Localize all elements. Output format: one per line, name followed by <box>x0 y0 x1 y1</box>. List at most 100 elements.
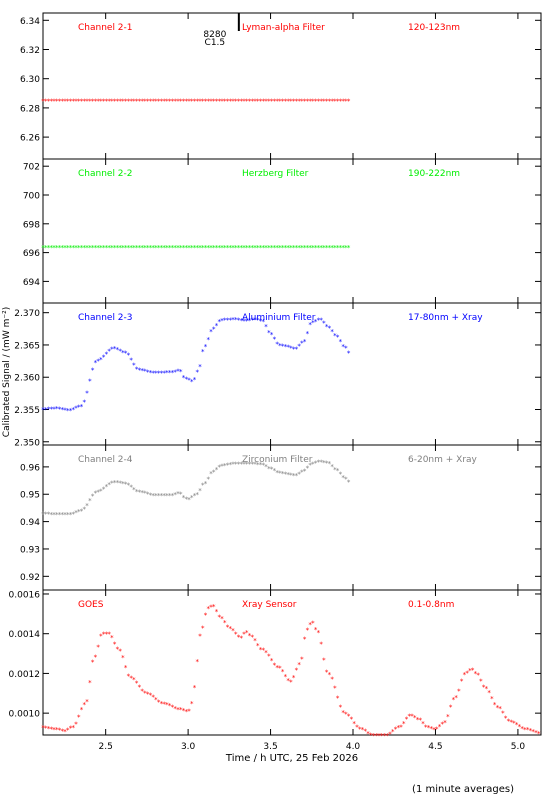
data-point: * <box>132 486 136 494</box>
data-point: * <box>182 494 186 502</box>
data-point: * <box>52 511 56 519</box>
data-point: * <box>83 98 87 106</box>
data-point: * <box>347 244 351 252</box>
data-point: * <box>333 466 337 474</box>
data-point: * <box>63 244 67 252</box>
data-point: * <box>377 732 381 740</box>
data-point: * <box>173 244 177 252</box>
data-point: * <box>275 469 279 477</box>
data-point: * <box>206 605 210 613</box>
data-point: * <box>281 470 285 478</box>
band-label: 120-123nm <box>408 23 460 33</box>
data-point: * <box>242 317 246 325</box>
data-point: * <box>195 368 199 376</box>
data-point: * <box>165 244 169 252</box>
data-point: * <box>149 691 153 699</box>
channel-label: Channel 2-3 <box>78 313 133 323</box>
data-point: * <box>66 407 70 415</box>
data-point: * <box>121 480 125 488</box>
data-point: * <box>237 317 241 325</box>
data-point: * <box>385 732 389 740</box>
y-tick-label: 2.350 <box>14 438 40 448</box>
data-point: * <box>405 716 409 724</box>
data-point: * <box>325 323 329 331</box>
y-tick-label: 0.0010 <box>9 710 41 720</box>
data-point: * <box>231 316 235 324</box>
data-point: * <box>215 608 219 616</box>
data-point: * <box>165 369 169 377</box>
y-tick-label: 2.365 <box>14 341 40 351</box>
data-point: * <box>435 726 439 734</box>
y-tick-label: 0.93 <box>20 545 40 555</box>
data-point: * <box>509 718 513 726</box>
data-point: * <box>212 244 216 252</box>
data-point: * <box>344 710 348 718</box>
data-point: * <box>319 98 323 106</box>
data-point: * <box>127 481 131 489</box>
data-point: * <box>330 328 334 336</box>
data-point: * <box>160 98 164 106</box>
data-point: * <box>157 698 161 706</box>
data-point: * <box>322 459 326 467</box>
data-point: * <box>253 316 257 324</box>
flare-class: C1.5 <box>205 38 226 48</box>
data-point: * <box>91 492 95 500</box>
data-point: * <box>47 511 51 519</box>
y-tick-label: 6.34 <box>20 17 40 27</box>
data-point: * <box>273 244 277 252</box>
data-point: * <box>259 646 263 654</box>
data-points: ****************************************… <box>41 603 541 740</box>
data-point: * <box>226 316 230 324</box>
data-point: * <box>253 637 257 645</box>
data-point: * <box>322 98 326 106</box>
data-point: * <box>154 98 158 106</box>
data-point: * <box>193 376 197 384</box>
data-point: * <box>88 98 92 106</box>
data-point: * <box>61 511 65 519</box>
data-point: * <box>248 461 252 469</box>
data-point: * <box>314 244 318 252</box>
data-point: * <box>105 483 109 491</box>
data-point: * <box>485 685 489 693</box>
data-point: * <box>234 631 238 639</box>
data-point: * <box>182 374 186 382</box>
data-point: * <box>242 98 246 106</box>
data-point: * <box>328 324 332 332</box>
data-point: * <box>63 511 67 519</box>
data-point: * <box>151 370 155 378</box>
data-point: * <box>242 244 246 252</box>
y-tick-label: 0.96 <box>20 463 40 473</box>
data-point: * <box>94 489 98 497</box>
data-point: * <box>121 654 125 662</box>
data-point: * <box>278 244 282 252</box>
data-point: * <box>482 683 486 691</box>
data-point: * <box>160 492 164 500</box>
data-point: * <box>229 625 233 633</box>
data-point: * <box>278 469 282 477</box>
data-point: * <box>41 406 45 414</box>
data-point: * <box>281 98 285 106</box>
data-point: * <box>209 328 213 336</box>
data-point: * <box>262 98 266 106</box>
data-point: * <box>168 492 172 500</box>
data-point: * <box>168 98 172 106</box>
data-point: * <box>355 723 359 731</box>
data-point: * <box>118 244 122 252</box>
data-point: * <box>138 683 142 691</box>
data-point: * <box>176 244 180 252</box>
data-point: * <box>217 244 221 252</box>
data-point: * <box>226 624 230 632</box>
data-point: * <box>410 712 414 720</box>
data-point: * <box>498 705 502 713</box>
filter-label: Zirconium Filter <box>242 455 313 465</box>
y-tick-label: 702 <box>23 163 40 173</box>
data-point: * <box>74 720 78 728</box>
data-point: * <box>339 244 343 252</box>
data-point: * <box>85 698 89 706</box>
data-point: * <box>413 714 417 722</box>
data-point: * <box>91 658 95 666</box>
data-point: * <box>286 343 290 351</box>
data-point: * <box>121 98 125 106</box>
data-point: * <box>85 244 89 252</box>
